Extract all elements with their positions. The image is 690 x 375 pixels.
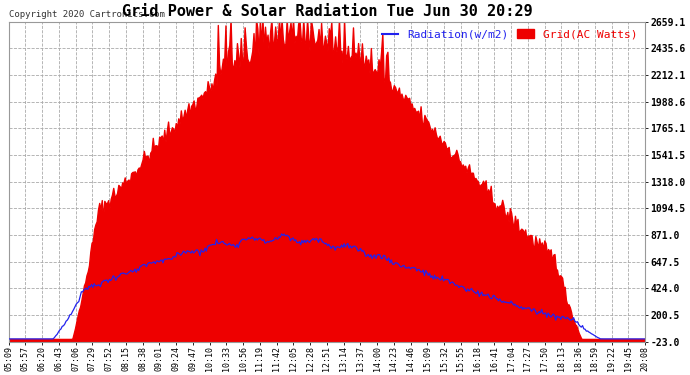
- Title: Grid Power & Solar Radiation Tue Jun 30 20:29: Grid Power & Solar Radiation Tue Jun 30 …: [121, 4, 532, 19]
- Text: Copyright 2020 Cartronics.com: Copyright 2020 Cartronics.com: [9, 9, 164, 18]
- Legend: Radiation(w/m2), Grid(AC Watts): Radiation(w/m2), Grid(AC Watts): [380, 27, 640, 42]
